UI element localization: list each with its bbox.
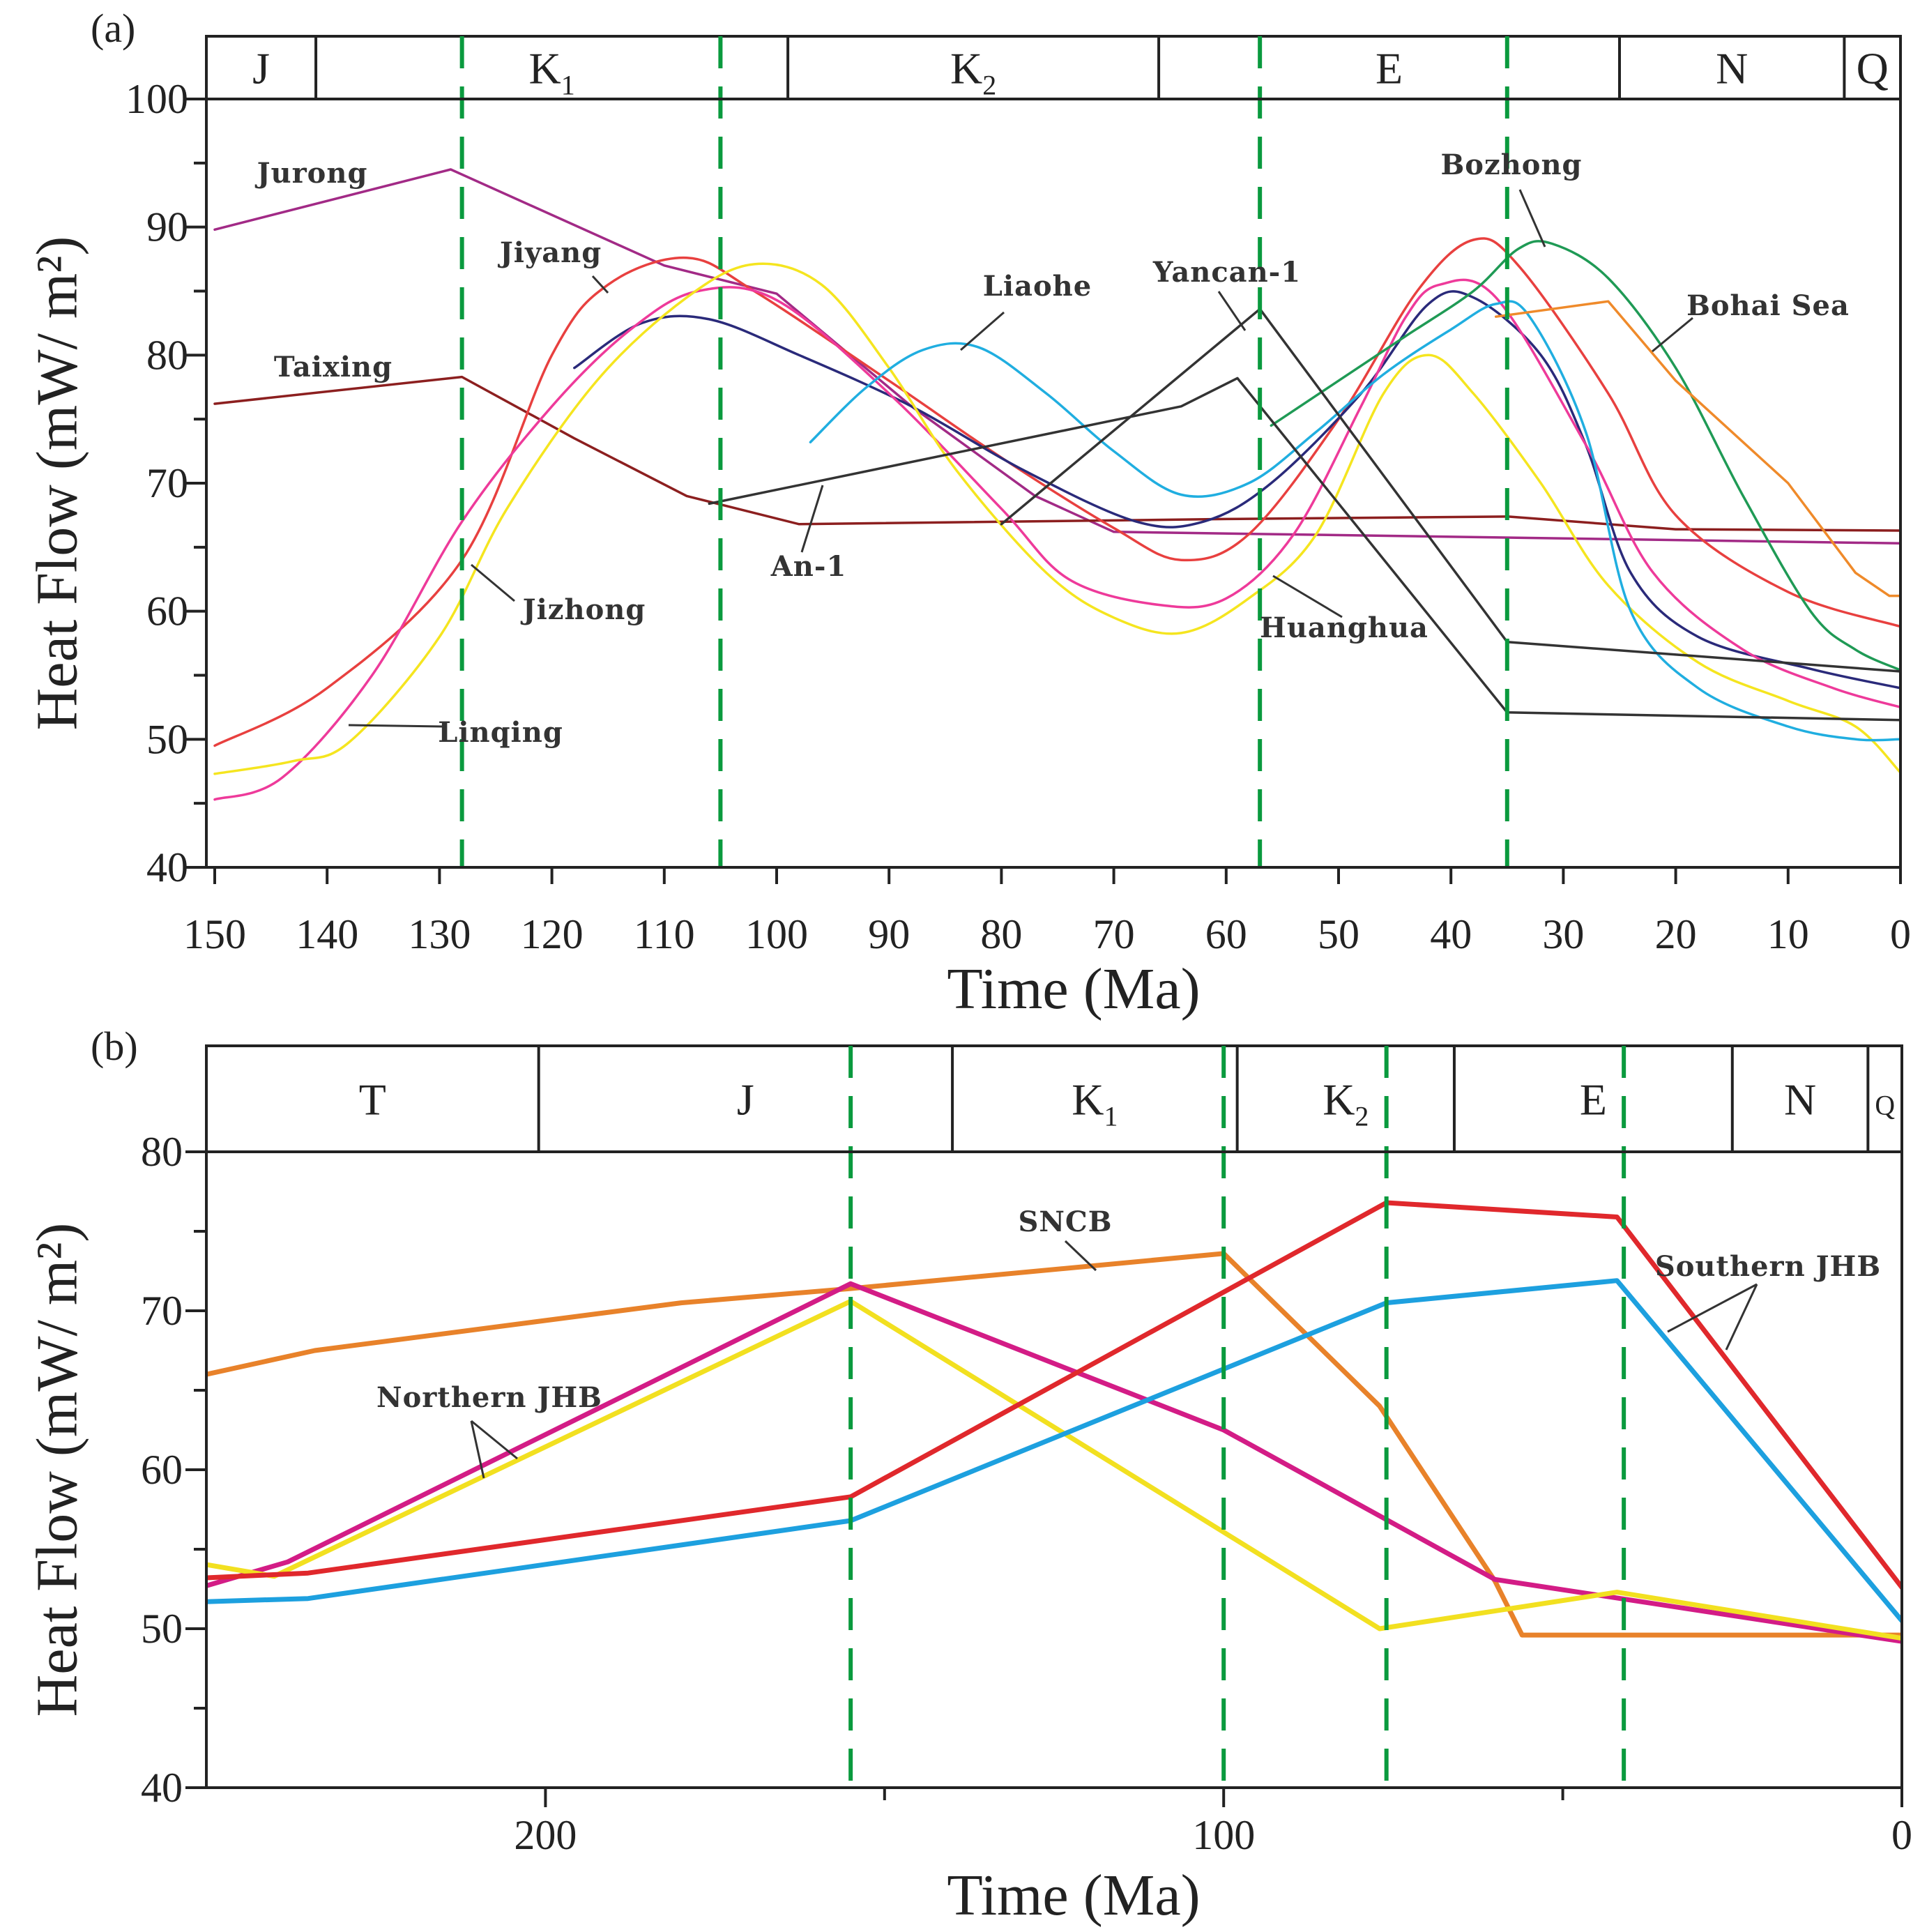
series-line: Southern JHB (blue)	[206, 1278, 1902, 1624]
x-tick-label: 100	[1192, 1812, 1255, 1858]
x-tick-label: 110	[634, 911, 695, 957]
panel-label: (b)	[91, 1024, 138, 1069]
label-leader	[471, 563, 515, 602]
period-label: J	[252, 43, 270, 93]
period-label: J	[737, 1074, 754, 1124]
x-tick-label: 70	[1093, 911, 1135, 957]
series-line: Liaohe	[809, 300, 1900, 742]
x-tick-label: 200	[514, 1812, 577, 1858]
series-label: Linqing	[438, 716, 563, 749]
x-tick-label: 90	[868, 911, 910, 957]
series-label: An-1	[770, 550, 847, 583]
label-leader	[1272, 575, 1343, 618]
series-label: Jizhong	[521, 593, 646, 626]
label-leader	[470, 1420, 485, 1479]
plot-frame	[205, 1150, 1903, 1789]
series-label: Huanghua	[1260, 611, 1428, 644]
series-line: Southern JHB (red)	[206, 1200, 1902, 1590]
series-line: Northern JHB (magenta)	[206, 1281, 1902, 1644]
series-line: Jiyang	[213, 237, 1900, 747]
x-tick-label: 150	[183, 911, 246, 957]
series-line: Taixing	[213, 375, 1900, 532]
series-label: SNCB	[1018, 1205, 1112, 1238]
series-line: Huanghua	[708, 376, 1900, 722]
x-tick-label: 140	[296, 911, 358, 957]
series-line: Jizhong	[573, 290, 1900, 690]
series-label: Liaohe	[983, 270, 1092, 303]
series-label: Bohai Sea	[1686, 289, 1850, 322]
y-tick-label: 90	[146, 204, 188, 250]
x-tick-label: 120	[521, 911, 584, 957]
series-line: Yellow	[213, 262, 1900, 775]
series-label: Southern JHB	[1655, 1250, 1881, 1283]
y-tick-label: 50	[146, 716, 188, 762]
series-label: Taixing	[274, 351, 393, 383]
y-tick-label: 70	[146, 460, 188, 506]
series-label: Yancan-1	[1152, 256, 1301, 289]
plot-frame	[205, 98, 1902, 869]
x-tick-label: 30	[1542, 911, 1584, 957]
x-tick-label: 60	[1205, 911, 1247, 957]
label-leader	[471, 1420, 518, 1460]
x-tick-label: 10	[1767, 911, 1809, 957]
series-label: Bozhong	[1440, 149, 1582, 181]
x-tick-label: 130	[408, 911, 471, 957]
series-line: Linqing	[213, 278, 1900, 801]
period-label: N	[1716, 43, 1748, 93]
label-leader	[591, 275, 609, 294]
y-tick-label: 80	[146, 332, 188, 378]
period-label: T	[359, 1074, 386, 1124]
label-leader	[1217, 291, 1247, 331]
y-tick-label: 80	[141, 1129, 183, 1175]
y-tick-label: 50	[141, 1606, 183, 1652]
label-leader	[1064, 1240, 1097, 1272]
y-tick-label: 70	[141, 1288, 183, 1334]
x-tick-label: 40	[1430, 911, 1472, 957]
label-leader	[1518, 189, 1546, 248]
x-tick-label: 100	[745, 911, 808, 957]
series-label: Northern JHB	[376, 1381, 602, 1414]
x-axis-title: Time (Ma)	[947, 957, 1200, 1021]
y-tick-label: 40	[146, 844, 188, 890]
series-line: Bozhong	[1270, 240, 1900, 671]
series-group: JurongTaixingJiyangJizhongLinqingYellowL…	[213, 168, 1900, 801]
x-tick-label: 20	[1655, 911, 1697, 957]
y-axis-title: Heat Flow (mW/ m²)	[24, 236, 89, 731]
y-tick-label: 40	[141, 1765, 183, 1811]
period-label: Q	[1857, 43, 1889, 93]
x-tick-label: 0	[1890, 911, 1911, 957]
label-leader	[800, 485, 824, 553]
x-axis-title: Time (Ma)	[947, 1863, 1200, 1928]
label-leader	[1667, 1283, 1758, 1333]
label-leader	[1725, 1284, 1758, 1351]
series-label: Jurong	[255, 157, 368, 190]
label-leader	[1652, 317, 1693, 353]
series-line: Bohai Sea	[1494, 300, 1900, 598]
x-tick-label: 0	[1891, 1812, 1912, 1858]
label-leader	[960, 311, 1005, 351]
period-label: K2	[950, 43, 996, 100]
label-leader	[348, 724, 443, 728]
y-axis-title: Heat Flow (mW/ m²)	[24, 1223, 89, 1717]
panel-label: (a)	[91, 6, 135, 51]
y-tick-label: 60	[146, 588, 188, 634]
period-label: N	[1784, 1074, 1816, 1124]
period-label: E	[1580, 1074, 1607, 1124]
y-tick-label: 100	[125, 76, 188, 122]
period-label: Q	[1875, 1090, 1895, 1120]
series-label: Jiyang	[498, 236, 602, 269]
x-tick-label: 80	[980, 911, 1022, 957]
period-label: E	[1376, 43, 1403, 93]
y-tick-label: 60	[141, 1447, 183, 1493]
x-tick-label: 50	[1318, 911, 1359, 957]
